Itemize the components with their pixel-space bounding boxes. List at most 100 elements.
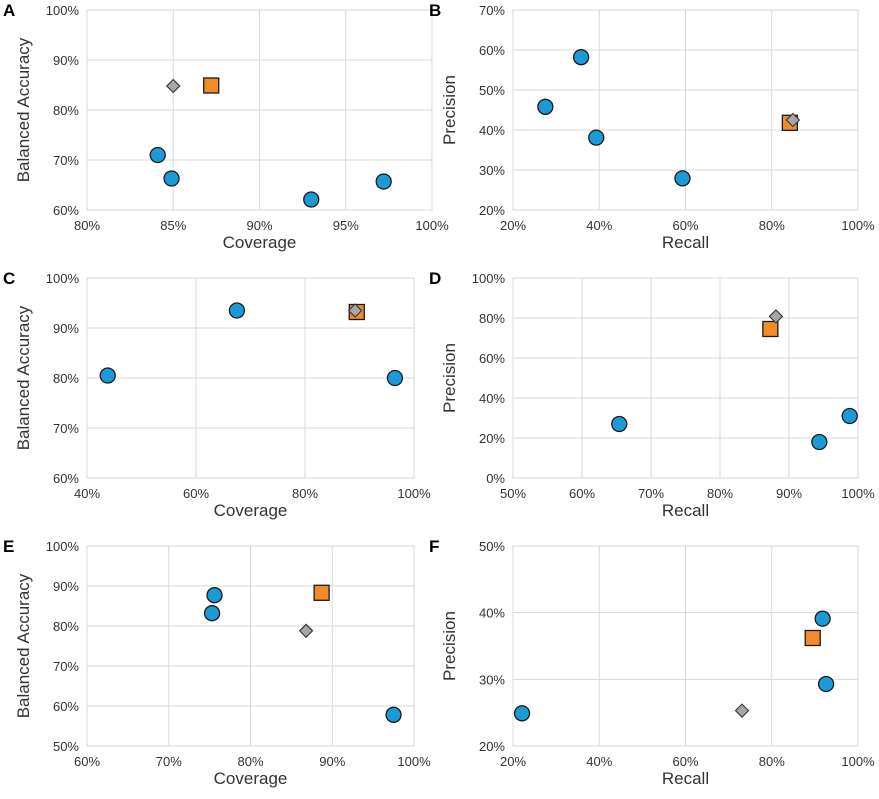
circle-data-point — [228, 302, 246, 319]
y-tick-label: 100% — [46, 3, 80, 18]
y-tick-label: 90% — [53, 53, 79, 68]
x-axis-title: Coverage — [223, 233, 297, 252]
circle-data-point — [385, 706, 402, 723]
y-axis-title: Precision — [440, 611, 459, 681]
x-tick-label: 100% — [415, 218, 449, 233]
x-tick-label: 60% — [183, 486, 209, 501]
x-tick-label: 85% — [160, 218, 186, 233]
diamond-data-point — [785, 112, 801, 128]
y-tick-label: 40% — [479, 391, 505, 406]
y-tick-label: 30% — [479, 672, 505, 687]
x-tick-label: 40% — [586, 218, 612, 233]
square-data-point — [203, 77, 220, 94]
circle-data-point — [841, 407, 858, 425]
y-tick-label: 50% — [479, 539, 505, 554]
panel-label-e: E — [3, 537, 14, 556]
x-tick-label: 80% — [74, 218, 100, 233]
x-tick-label: 40% — [74, 486, 100, 501]
y-tick-label: 30% — [479, 163, 505, 178]
x-tick-label: 40% — [586, 754, 612, 769]
y-tick-label: 50% — [479, 83, 505, 98]
circle-data-point — [163, 170, 180, 187]
x-tick-label: 70% — [156, 754, 182, 769]
panel-label-c: C — [3, 269, 15, 288]
x-tick-label: 100% — [841, 754, 875, 769]
y-tick-label: 70% — [53, 659, 79, 674]
x-tick-label: 100% — [397, 486, 431, 501]
circle-data-point — [674, 170, 691, 187]
y-axis-title: Balanced Accuracy — [14, 37, 33, 182]
x-tick-label: 100% — [841, 486, 875, 501]
panel-b: 20% 40% 60% 80% 100% 20% 30% 40% 50% 60% 70% Recall… — [429, 1, 875, 252]
x-axis-title: Recall — [662, 501, 709, 520]
circle-data-point — [537, 98, 554, 115]
y-tick-label: 50% — [53, 739, 79, 754]
panel-label-f: F — [429, 537, 439, 556]
y-tick-label: 90% — [53, 579, 79, 594]
panel-label-d: D — [429, 269, 441, 288]
square-data-point — [804, 629, 821, 647]
y-tick-label: 60% — [479, 43, 505, 58]
x-tick-label: 50% — [500, 486, 526, 501]
x-axis-title: Recall — [662, 769, 709, 788]
circle-data-point — [375, 173, 392, 190]
x-tick-label: 90% — [776, 486, 802, 501]
y-tick-label: 20% — [479, 739, 505, 754]
panel-d: 50% 60% 70% 80% 90% 100% 0% 20% 40% 60% 80% 100% Rec… — [429, 269, 875, 520]
y-tick-label: 20% — [479, 431, 505, 446]
panel-f: 20% 40% 60% 80% 100% 20% 30% 40% 50% Recall Precis… — [429, 537, 875, 788]
y-tick-label: 70% — [53, 421, 79, 436]
x-tick-label: 95% — [333, 218, 359, 233]
x-tick-label: 100% — [397, 754, 431, 769]
plot-frame — [512, 277, 859, 479]
circle-data-point — [814, 610, 831, 627]
y-tick-label: 70% — [479, 3, 505, 18]
y-tick-label: 60% — [479, 351, 505, 366]
panel-label-b: B — [429, 1, 441, 20]
x-tick-label: 60% — [569, 486, 595, 501]
circle-data-point — [817, 675, 835, 693]
circle-data-point — [572, 49, 590, 66]
circle-data-point — [206, 587, 223, 604]
x-tick-label: 20% — [500, 754, 526, 769]
diamond-data-point — [768, 309, 784, 324]
x-axis-title: Coverage — [214, 769, 288, 788]
y-tick-label: 80% — [53, 103, 79, 118]
circle-data-point — [203, 605, 221, 622]
x-axis-title: Recall — [662, 233, 709, 252]
x-tick-label: 60% — [672, 218, 698, 233]
y-axis-title: Balanced Accuracy — [14, 305, 33, 450]
x-tick-label: 90% — [246, 218, 272, 233]
panel-a: 80% 85% 90% 95% 100% 60% 70% 80% 90% 100% Coverage… — [3, 1, 449, 252]
y-axis-title: Precision — [440, 75, 459, 145]
x-tick-label: 60% — [74, 754, 100, 769]
circle-data-point — [303, 191, 320, 208]
x-tick-label: 60% — [672, 754, 698, 769]
x-tick-label: 80% — [237, 754, 263, 769]
y-tick-label: 0% — [486, 471, 505, 486]
circle-data-point — [386, 369, 404, 387]
diamond-data-point — [347, 303, 363, 318]
circle-data-point — [588, 129, 605, 146]
panel-e: 60% 70% 80% 90% 100%50%60%70%80%90%100%Cover… — [3, 537, 431, 788]
x-tick-label: 20% — [500, 218, 526, 233]
circle-data-point — [513, 705, 531, 722]
circle-data-point — [811, 433, 828, 451]
y-tick-label: 100% — [46, 539, 80, 554]
y-tick-label: 100% — [472, 271, 506, 286]
circle-data-point — [99, 367, 116, 384]
x-tick-label: 80% — [759, 218, 785, 233]
x-tick-label: 80% — [292, 486, 318, 501]
y-tick-label: 90% — [53, 321, 79, 336]
y-tick-label: 60% — [53, 699, 79, 714]
y-tick-label: 40% — [479, 123, 505, 138]
diamond-data-point — [165, 78, 181, 94]
x-tick-label: 80% — [759, 754, 785, 769]
y-tick-label: 60% — [53, 203, 79, 218]
diamond-data-point — [298, 623, 314, 639]
x-axis-title: Coverage — [214, 501, 288, 520]
y-tick-label: 60% — [53, 471, 79, 486]
circle-data-point — [149, 146, 166, 164]
y-tick-label: 70% — [53, 153, 79, 168]
